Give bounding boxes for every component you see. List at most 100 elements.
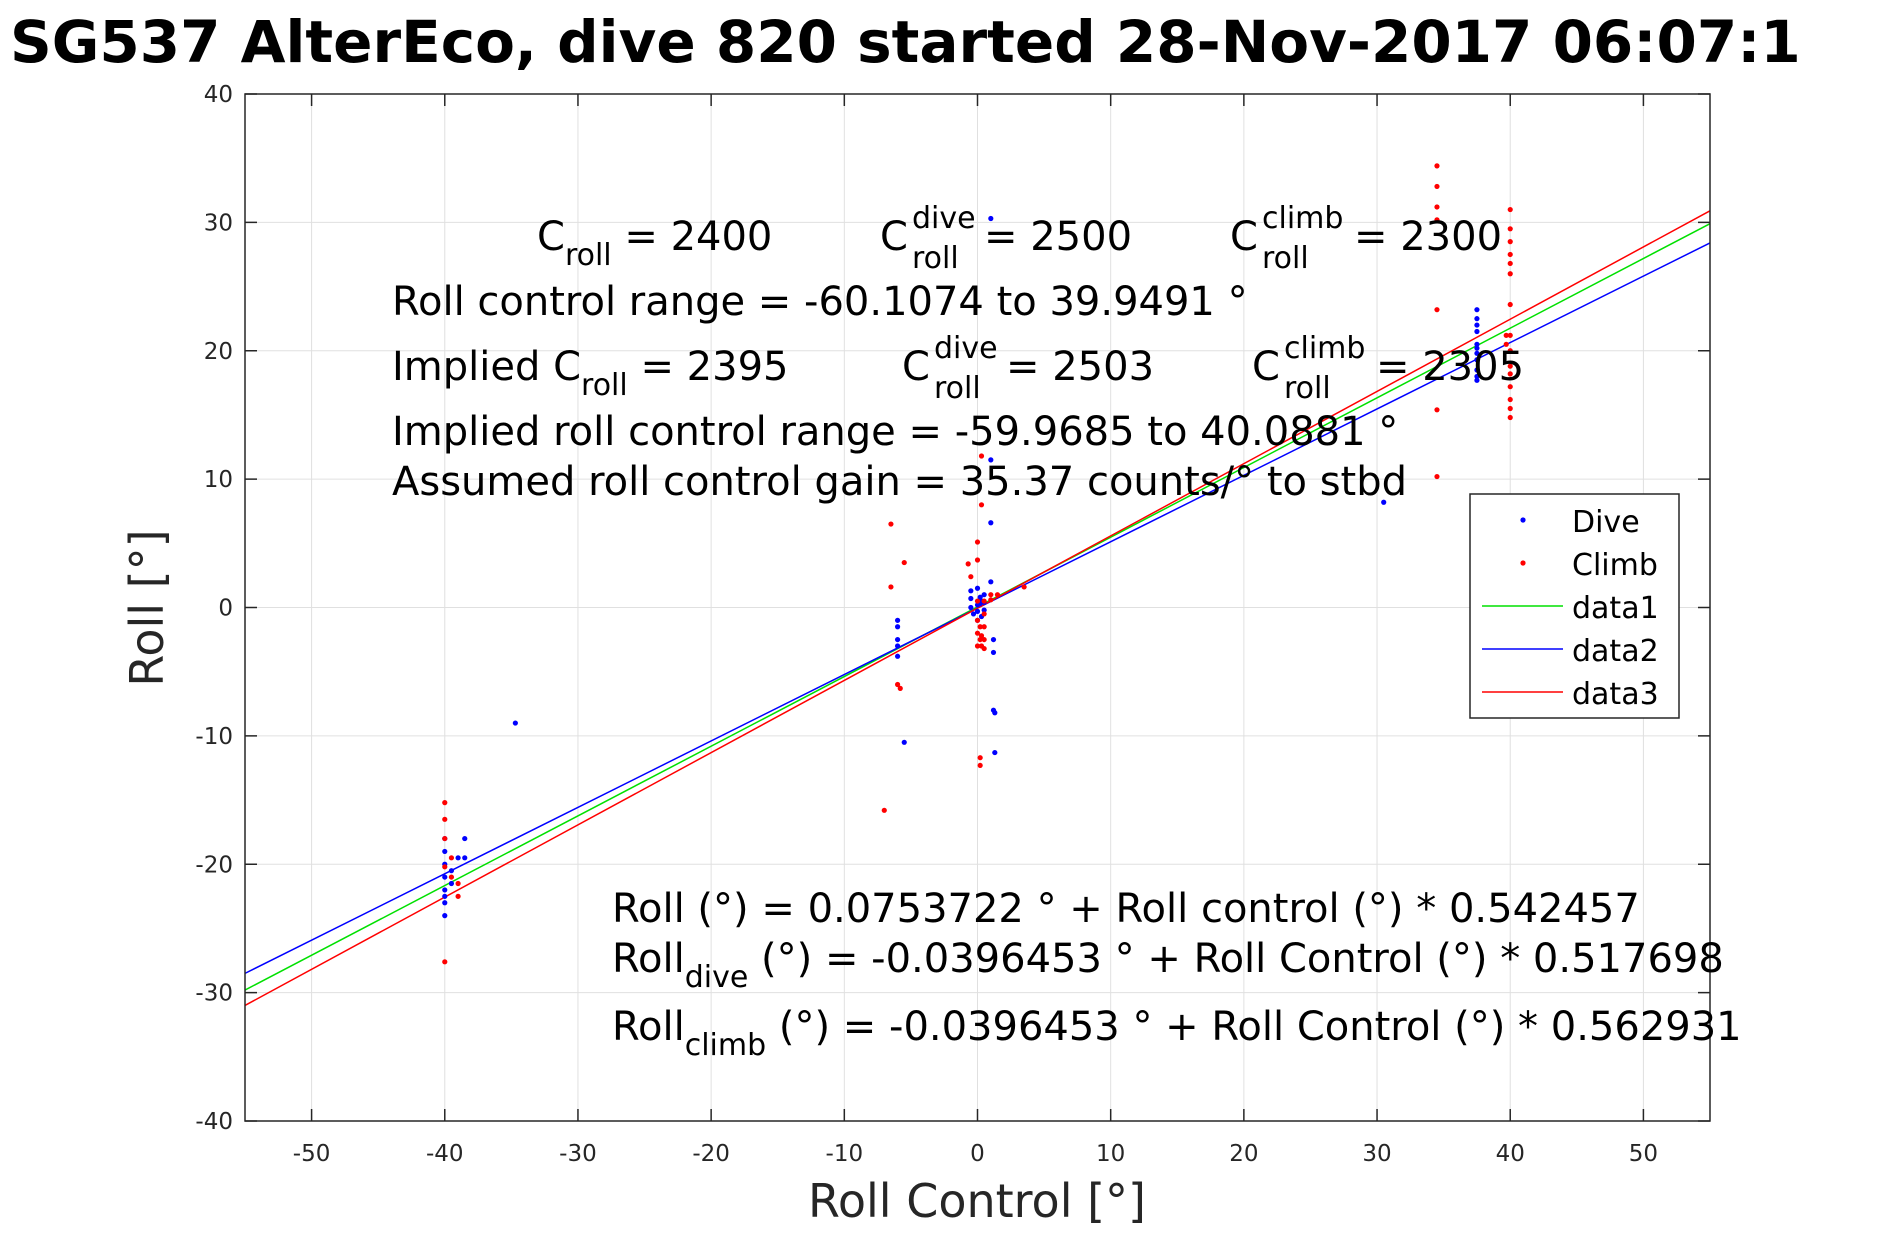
- x-tick-label: -30: [559, 1141, 597, 1167]
- y-tick-label: -30: [195, 981, 233, 1007]
- data-point-climb: [968, 574, 974, 580]
- annotation-c-roll-climb: C: [1230, 214, 1258, 260]
- data-point-climb: [1507, 251, 1513, 258]
- data-point-climb: [455, 880, 461, 887]
- annotation-eq1: Roll (°) = 0.0753722 ° + Roll control (°…: [612, 886, 1640, 932]
- data-point-dive: [990, 649, 997, 656]
- y-tick-label: -40: [195, 1109, 233, 1135]
- data-point-climb: [442, 835, 448, 842]
- legend-label-data3: data3: [1572, 677, 1659, 712]
- data-point-dive: [992, 749, 998, 756]
- data-point-climb: [1507, 260, 1513, 267]
- x-tick-label: 50: [1629, 1141, 1658, 1167]
- data-point-climb: [1434, 217, 1440, 223]
- data-point-dive: [442, 874, 448, 880]
- data-point-dive: [981, 607, 987, 613]
- data-point-dive: [968, 604, 974, 611]
- data-point-dive: [1474, 316, 1480, 322]
- annotation-c-roll-climb-sub: roll: [1262, 241, 1309, 276]
- data-point-dive: [894, 643, 901, 649]
- data-point-climb: [1434, 163, 1440, 169]
- data-point-dive: [1474, 377, 1480, 383]
- data-point-dive: [1474, 345, 1480, 351]
- y-tick-label: 20: [204, 339, 233, 365]
- x-tick-label: -20: [692, 1141, 730, 1167]
- data-point-climb: [888, 584, 894, 590]
- data-point-climb: [1507, 348, 1513, 354]
- data-point-dive: [1474, 341, 1480, 347]
- data-point-climb: [974, 598, 981, 604]
- data-point-climb: [965, 561, 971, 567]
- legend: Dive Climb data1 data2 data3: [1469, 493, 1680, 719]
- data-point-climb: [1503, 332, 1509, 338]
- data-point-dive: [462, 855, 468, 861]
- x-tick-label: -40: [426, 1141, 464, 1167]
- data-point-climb: [442, 864, 448, 870]
- annotation-gain: Assumed roll control gain = 35.37 counts…: [392, 459, 1407, 505]
- data-point-climb: [974, 643, 981, 649]
- annotation-eq3: Rollclimb (°) = -0.0396453 ° + Roll Cont…: [612, 1004, 1742, 1063]
- data-point-climb: [1434, 473, 1440, 480]
- data-point-climb: [442, 816, 448, 822]
- data-point-climb: [988, 597, 994, 603]
- data-point-dive: [1474, 350, 1480, 356]
- data-point-climb: [977, 624, 983, 630]
- data-point-climb: [901, 559, 907, 566]
- data-point-climb: [1507, 206, 1513, 213]
- data-point-climb: [978, 453, 985, 459]
- x-ticks: -50 -40 -30 -20 -10 0 10 20 30 40 50: [293, 94, 1658, 1167]
- annotation-c-roll-climb-sup: climb: [1262, 201, 1343, 236]
- series-line-data3: [244, 210, 1711, 1007]
- data-point-climb: [977, 755, 983, 761]
- data-point-dive: [448, 868, 455, 874]
- annotation-c-roll-dive-sup: dive: [912, 201, 976, 236]
- annotation-c-roll-dive: C: [880, 214, 908, 260]
- data-point-climb: [1507, 301, 1513, 308]
- x-tick-label: -10: [826, 1141, 864, 1167]
- data-point-dive: [1474, 373, 1480, 380]
- legend-marker-climb: [1520, 560, 1526, 566]
- legend-marker-dive: [1520, 517, 1526, 523]
- data-point-dive: [988, 215, 994, 222]
- data-point-dive: [462, 835, 468, 842]
- data-point-climb: [988, 592, 994, 598]
- data-point-dive: [442, 913, 448, 919]
- y-tick-label: 10: [204, 467, 233, 493]
- data-point-dive: [974, 585, 981, 591]
- data-point-climb: [1434, 307, 1440, 313]
- annotation-eq2: Rolldive (°) = -0.0396453 ° + Roll Contr…: [612, 936, 1724, 995]
- data-point-dive: [894, 636, 901, 643]
- annotation-implied-climb-sub: roll: [1284, 371, 1331, 406]
- data-point-climb: [1507, 371, 1513, 377]
- data-point-dive: [442, 887, 448, 893]
- x-tick-label: 0: [970, 1141, 985, 1167]
- data-point-climb: [981, 645, 987, 652]
- data-point-climb: [897, 685, 903, 691]
- data-point-climb: [448, 855, 455, 861]
- annotation-implied-dive-sup: dive: [934, 331, 998, 366]
- data-point-climb: [1434, 204, 1440, 210]
- y-tick-label: 40: [204, 82, 233, 108]
- data-point-climb: [448, 874, 455, 880]
- data-point-dive: [442, 893, 448, 899]
- data-point-climb: [1021, 584, 1027, 590]
- annotation-c-roll: Croll = 2400: [537, 214, 772, 273]
- chart-title: SG537 AlterEco, dive 820 started 28-Nov-…: [10, 8, 1801, 76]
- data-point-dive: [894, 617, 901, 623]
- annotation-implied-dive-value: = 2503: [1006, 344, 1154, 390]
- data-point-climb: [1434, 407, 1440, 413]
- data-point-climb: [1507, 405, 1513, 412]
- data-point-climb: [981, 624, 987, 630]
- data-point-dive: [992, 710, 998, 716]
- data-point-climb: [1434, 183, 1440, 190]
- y-tick-label: -20: [195, 852, 233, 878]
- data-point-dive: [442, 900, 448, 906]
- data-point-climb: [981, 636, 987, 643]
- annotation-implied: Implied Croll = 2395: [392, 344, 788, 403]
- data-point-climb: [981, 598, 987, 604]
- annotation-implied-climb: C: [1252, 344, 1280, 390]
- y-axis-label: Roll [°]: [120, 529, 174, 686]
- data-point-climb: [1507, 396, 1513, 403]
- data-point-climb: [894, 681, 901, 688]
